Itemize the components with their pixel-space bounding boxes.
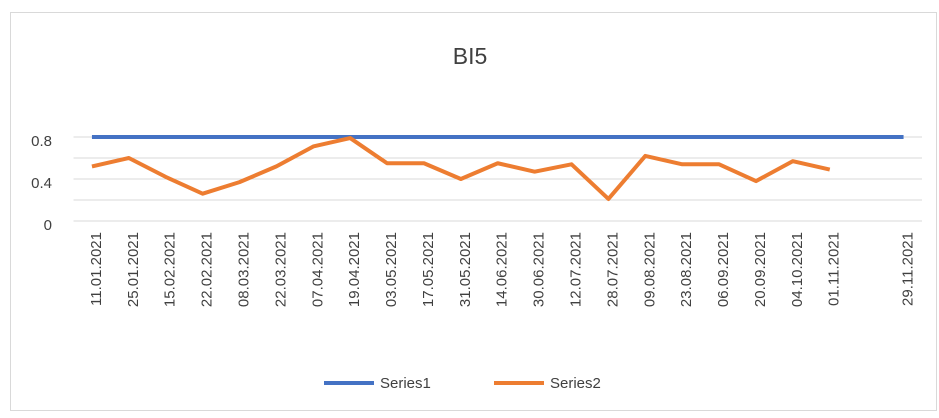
y-tick-label: 0.8	[31, 133, 52, 150]
x-tick-label: 17.05.2021	[420, 232, 437, 307]
x-tick-label: 12.07.2021	[568, 232, 585, 307]
x-tick-label: 29.11.2021	[900, 232, 917, 306]
chart-title: BI5	[453, 43, 488, 69]
x-tick-label: 28.07.2021	[604, 232, 621, 307]
x-tick-label: 06.09.2021	[715, 232, 732, 307]
x-tick-label: 04.10.2021	[789, 232, 806, 307]
x-tick-label: 09.08.2021	[641, 232, 658, 307]
x-tick-label: 22.02.2021	[199, 232, 216, 307]
y-tick-label: 0.4	[31, 175, 52, 192]
x-tick-label: 31.05.2021	[457, 232, 474, 307]
x-tick-label: 20.09.2021	[752, 232, 769, 307]
x-tick-label: 25.01.2021	[125, 232, 142, 307]
x-tick-label: 22.03.2021	[272, 232, 289, 307]
x-tick-label: 03.05.2021	[383, 232, 400, 307]
legend-label: Series2	[550, 375, 601, 392]
x-tick-label: 23.08.2021	[678, 232, 695, 307]
x-tick-label: 19.04.2021	[346, 232, 363, 307]
y-tick-label: 0	[44, 217, 52, 234]
x-tick-label: 14.06.2021	[494, 232, 511, 307]
x-tick-label: 30.06.2021	[531, 232, 548, 307]
x-tick-label: 08.03.2021	[235, 232, 252, 307]
x-tick-label: 07.04.2021	[309, 232, 326, 307]
series-line	[91, 136, 831, 201]
x-tick-label: 15.02.2021	[162, 232, 179, 307]
chart-border	[10, 12, 937, 411]
x-tick-label: 11.01.2021	[88, 232, 105, 306]
legend-label: Series1	[380, 375, 431, 392]
x-tick-label: 01.11.2021	[826, 232, 843, 306]
